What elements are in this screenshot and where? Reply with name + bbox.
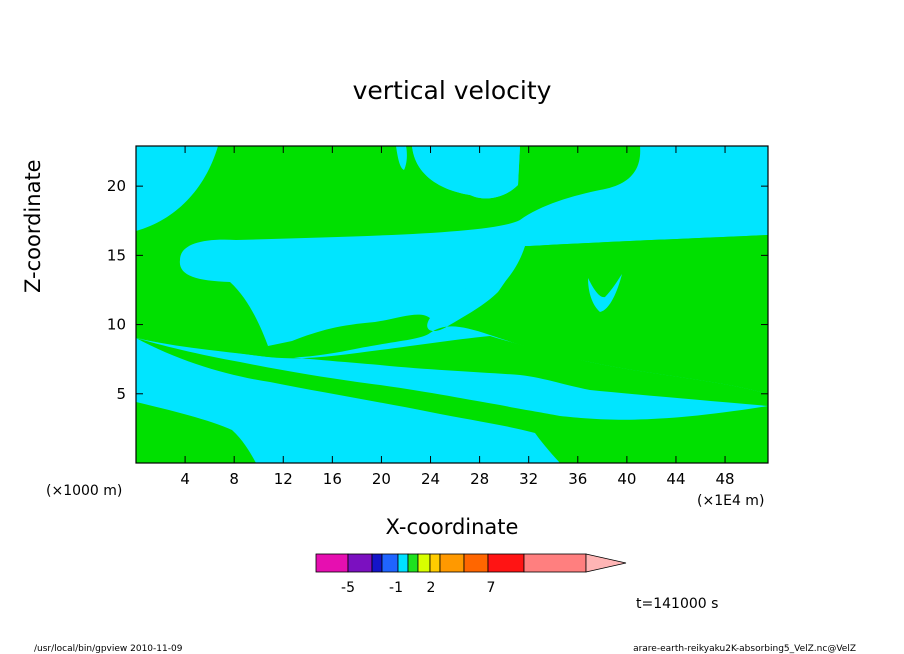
positive-regions [136, 146, 768, 463]
tick-marks [136, 146, 768, 463]
island-sliver-mid [460, 246, 525, 302]
x-tick-label: 28 [470, 470, 489, 488]
x-tick-label: 36 [568, 470, 587, 488]
region-mid-band [136, 336, 768, 406]
colorbar-swatch [417, 553, 431, 573]
x-tick-label: 24 [421, 470, 440, 488]
x-tick-label: 20 [372, 470, 391, 488]
x-tick-labels: 4 8 12 16 20 24 28 32 36 40 44 48 [180, 470, 734, 488]
y-tick-label: 20 [107, 177, 126, 195]
colorbar-swatch [523, 553, 587, 573]
footer-left: /usr/local/bin/gpview 2010-11-09 [34, 644, 183, 654]
x-tick-label: 16 [323, 470, 342, 488]
region-right-mid [490, 235, 768, 394]
colorbar-label: 2 [427, 580, 436, 596]
region-bottom-left [136, 402, 256, 463]
x-tick-label: 4 [180, 470, 190, 488]
colorbar-swatch [397, 553, 409, 573]
negative-islands [242, 146, 622, 333]
x-scale-label: (×1E4 m) [697, 493, 765, 509]
x-tick-label: 44 [666, 470, 685, 488]
chart-title: vertical velocity [352, 76, 552, 105]
y-tick-label: 15 [107, 246, 126, 264]
colorbar-labels: -5 -1 2 7 [341, 580, 495, 596]
x-tick-label: 48 [716, 470, 735, 488]
colorbar-label: 7 [487, 580, 496, 596]
y-axis-label: Z-coordinate [21, 159, 46, 293]
colorbar-swatch [487, 553, 525, 573]
footer-right: arare-earth-reikyaku2K-absorbing5_VelZ.n… [633, 644, 856, 654]
colorbar-label: -5 [341, 580, 355, 596]
island-upper-mid [412, 146, 520, 199]
colorbar-swatch [407, 553, 419, 573]
region-lower-band [136, 338, 768, 463]
y-tick-label: 5 [116, 385, 126, 403]
x-tick-label: 8 [229, 470, 239, 488]
colorbar [315, 553, 627, 573]
x-tick-label: 12 [274, 470, 293, 488]
island-triangle-left [242, 279, 344, 333]
colorbar-swatch [439, 553, 465, 573]
x-axis-label: X-coordinate [385, 515, 519, 539]
y-tick-labels: 5 10 15 20 [107, 177, 126, 403]
x-unit-label: (×1000 m) [46, 483, 123, 499]
x-tick-label: 32 [519, 470, 538, 488]
colorbar-swatch [315, 553, 349, 573]
colorbar-swatch [381, 553, 399, 573]
time-label: t=141000 s [636, 596, 719, 612]
x-tick-label: 40 [617, 470, 636, 488]
colorbar-swatch [463, 553, 489, 573]
colorbar-swatch [347, 553, 373, 573]
colorbar-label: -1 [389, 580, 403, 596]
colorbar-swatch [429, 553, 441, 573]
y-tick-label: 10 [107, 316, 126, 334]
colorbar-swatch [371, 553, 383, 573]
island-wedge-right [588, 274, 622, 312]
plot-frame [135, 145, 769, 464]
colorbar-arrow [585, 553, 627, 573]
